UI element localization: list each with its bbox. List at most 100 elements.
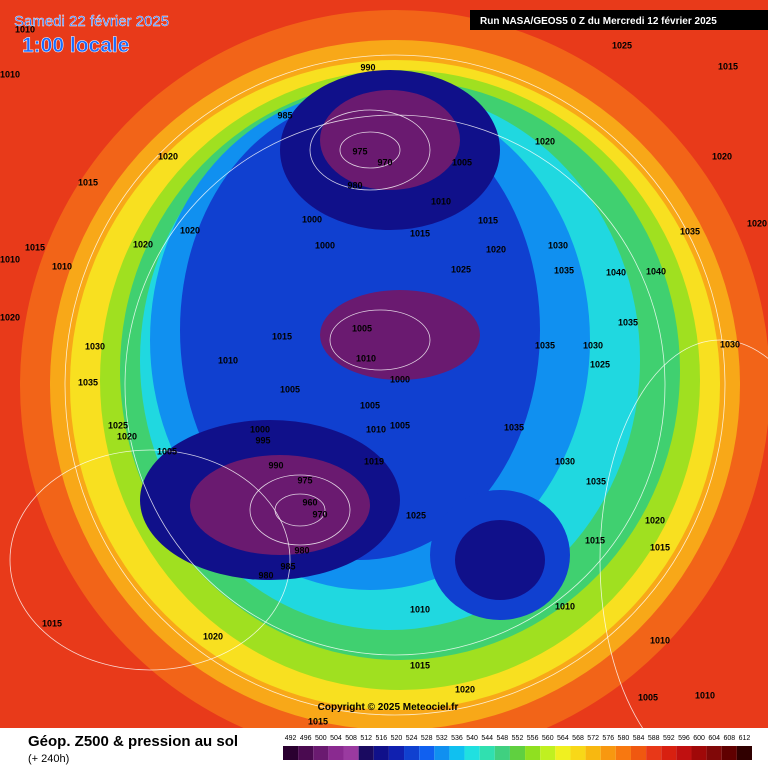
isobar-label: 1010 bbox=[0, 254, 20, 264]
scale-label: 512 bbox=[360, 735, 372, 742]
run-info: Run NASA/GEOS5 0 Z du Mercredi 12 févrie… bbox=[480, 16, 717, 27]
scale-swatch bbox=[585, 746, 601, 760]
scale-label: 528 bbox=[421, 735, 433, 742]
scale-label: 592 bbox=[663, 735, 675, 742]
scale-swatch bbox=[328, 746, 344, 760]
scale-swatch bbox=[676, 746, 692, 760]
scale-label: 588 bbox=[648, 735, 660, 742]
isobar-label: 1020 bbox=[180, 225, 200, 235]
isobar-label: 1019 bbox=[364, 456, 384, 466]
isobar-label: 1020 bbox=[747, 218, 767, 228]
scale-swatch bbox=[464, 746, 480, 760]
isobar-label: 1030 bbox=[555, 456, 575, 466]
scale-label: 492 bbox=[285, 735, 297, 742]
isobar-label: 1020 bbox=[486, 244, 506, 254]
isobar-label: 1000 bbox=[302, 214, 322, 224]
isobar-label: 1015 bbox=[272, 331, 292, 341]
scale-label: 532 bbox=[436, 735, 448, 742]
scale-swatch bbox=[479, 746, 495, 760]
scale-label: 612 bbox=[739, 735, 751, 742]
isobar-label: 1010 bbox=[695, 690, 715, 700]
isobar-label: 1005 bbox=[280, 384, 300, 394]
scale-swatch bbox=[525, 746, 541, 760]
isobar-label: 975 bbox=[352, 146, 367, 156]
isobar-label: 1020 bbox=[117, 431, 137, 441]
time: 1:00 locale bbox=[22, 34, 129, 57]
isobar-label: 1000 bbox=[390, 374, 410, 384]
scale-swatch bbox=[449, 746, 465, 760]
scale-label: 604 bbox=[708, 735, 720, 742]
isobar-label: 1005 bbox=[638, 692, 658, 702]
isobar-label: 980 bbox=[258, 570, 273, 580]
isobar-labels: 9909859759709801005102010251015102010151… bbox=[0, 24, 767, 726]
isobar-label: 1035 bbox=[554, 265, 574, 275]
isobar-label: 1035 bbox=[680, 226, 700, 236]
scale-swatch bbox=[736, 746, 752, 760]
isobar-label: 1015 bbox=[78, 177, 98, 187]
isobar-label: 1020 bbox=[712, 151, 732, 161]
scale-swatch bbox=[615, 746, 631, 760]
isobar-label: 1020 bbox=[535, 136, 555, 146]
copyright: Copyright © 2025 Meteociel.fr bbox=[318, 702, 459, 713]
isobar-label: 1015 bbox=[308, 716, 328, 726]
isobar-label: 1000 bbox=[315, 240, 335, 250]
scale-swatch bbox=[600, 746, 616, 760]
isobar-label: 1035 bbox=[618, 317, 638, 327]
isobar-label: 990 bbox=[360, 62, 375, 72]
isobar-label: 1010 bbox=[15, 24, 35, 34]
scale-swatch bbox=[706, 746, 722, 760]
scale-label: 600 bbox=[693, 735, 705, 742]
scale-label: 548 bbox=[497, 735, 509, 742]
isobar-label: 985 bbox=[280, 561, 295, 571]
isobar-label: 1010 bbox=[410, 604, 430, 614]
scale-swatch bbox=[434, 746, 450, 760]
isobar-label: 980 bbox=[294, 545, 309, 555]
scale-swatch bbox=[419, 746, 435, 760]
scale-label: 608 bbox=[723, 735, 735, 742]
scale-swatch bbox=[555, 746, 571, 760]
isobar-label: 1020 bbox=[158, 151, 178, 161]
isobar-label: 1015 bbox=[410, 660, 430, 670]
isobar-label: 960 bbox=[302, 497, 317, 507]
scale-swatch bbox=[691, 746, 707, 760]
isobar-label: 995 bbox=[255, 435, 270, 445]
isobar-label: 1015 bbox=[585, 535, 605, 545]
isobar-label: 1005 bbox=[352, 323, 372, 333]
isobar-label: 1010 bbox=[52, 261, 72, 271]
scale-label: 540 bbox=[466, 735, 478, 742]
scale-label: 580 bbox=[618, 735, 630, 742]
scale-label: 524 bbox=[406, 735, 418, 742]
isobar-label: 1025 bbox=[108, 420, 128, 430]
isobar-label: 1015 bbox=[410, 228, 430, 238]
scale-swatch bbox=[373, 746, 389, 760]
isobar-label: 1040 bbox=[606, 267, 626, 277]
isobar-label: 1030 bbox=[720, 339, 740, 349]
scale-label: 556 bbox=[527, 735, 539, 742]
isobar-label: 1025 bbox=[406, 510, 426, 520]
isobar-label: 1005 bbox=[452, 157, 472, 167]
color-scale: 492 496 500 504 508 512 516 520 524 528 532 536 540 5… bbox=[283, 735, 752, 760]
scale-label: 520 bbox=[391, 735, 403, 742]
isobar-label: 970 bbox=[377, 157, 392, 167]
isobar-label: 1010 bbox=[366, 424, 386, 434]
scale-swatch bbox=[540, 746, 556, 760]
scale-swatch bbox=[358, 746, 374, 760]
isobar-label: 1010 bbox=[431, 196, 451, 206]
isobar-label: 1025 bbox=[451, 264, 471, 274]
scale-swatch bbox=[646, 746, 662, 760]
isobar-label: 1010 bbox=[555, 601, 575, 611]
isobar-label: 1015 bbox=[25, 242, 45, 252]
isobar-label: 990 bbox=[268, 460, 283, 470]
scale-label: 560 bbox=[542, 735, 554, 742]
isobar-label: 1025 bbox=[612, 40, 632, 50]
scale-label: 500 bbox=[315, 735, 327, 742]
isobar-label: 1010 bbox=[650, 635, 670, 645]
scale-label: 508 bbox=[345, 735, 357, 742]
scale-swatch bbox=[298, 746, 314, 760]
scale-label: 544 bbox=[481, 735, 493, 742]
footer-subtitle: (+ 240h) bbox=[28, 753, 69, 765]
isobar-label: 985 bbox=[277, 110, 292, 120]
isobar-label: 975 bbox=[297, 475, 312, 485]
